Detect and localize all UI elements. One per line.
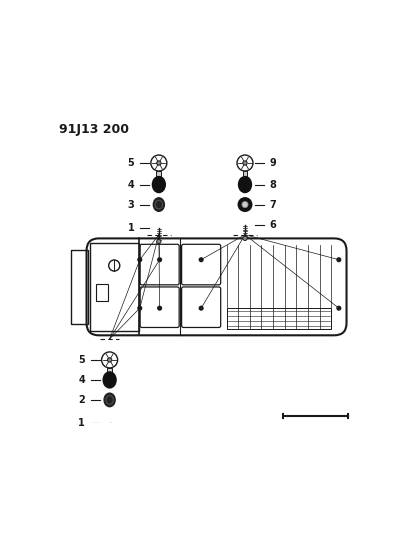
Bar: [71, 250, 88, 324]
Circle shape: [238, 198, 252, 211]
Bar: [243, 171, 247, 176]
Circle shape: [108, 358, 112, 362]
Bar: [96, 284, 108, 301]
Text: 1: 1: [127, 223, 134, 232]
Text: 5: 5: [127, 158, 134, 168]
Ellipse shape: [104, 393, 115, 407]
Circle shape: [337, 258, 341, 262]
Text: 91J13 200: 91J13 200: [59, 123, 129, 136]
Text: 7: 7: [270, 199, 276, 209]
Text: 5: 5: [78, 355, 85, 365]
Circle shape: [243, 161, 247, 165]
Bar: [156, 171, 161, 176]
Ellipse shape: [152, 176, 165, 192]
Circle shape: [243, 236, 247, 240]
Circle shape: [108, 435, 112, 439]
Circle shape: [242, 201, 248, 208]
Text: 6: 6: [270, 220, 276, 230]
Text: 4: 4: [127, 180, 134, 190]
Circle shape: [138, 258, 142, 262]
Bar: [90, 243, 139, 330]
Text: 4: 4: [78, 375, 85, 385]
Circle shape: [157, 239, 161, 244]
Ellipse shape: [239, 176, 251, 192]
Circle shape: [158, 258, 162, 262]
Text: 8: 8: [270, 180, 276, 190]
Circle shape: [138, 306, 142, 310]
Text: 3: 3: [127, 199, 134, 209]
Circle shape: [199, 306, 203, 310]
Circle shape: [157, 161, 161, 165]
Bar: [227, 308, 331, 329]
Text: 1: 1: [78, 418, 85, 428]
Ellipse shape: [153, 198, 164, 211]
Text: 9: 9: [270, 158, 276, 168]
Bar: [107, 368, 112, 374]
Circle shape: [158, 306, 162, 310]
Text: 2: 2: [78, 395, 85, 405]
Circle shape: [337, 306, 341, 310]
Circle shape: [199, 258, 203, 262]
Ellipse shape: [103, 372, 116, 388]
